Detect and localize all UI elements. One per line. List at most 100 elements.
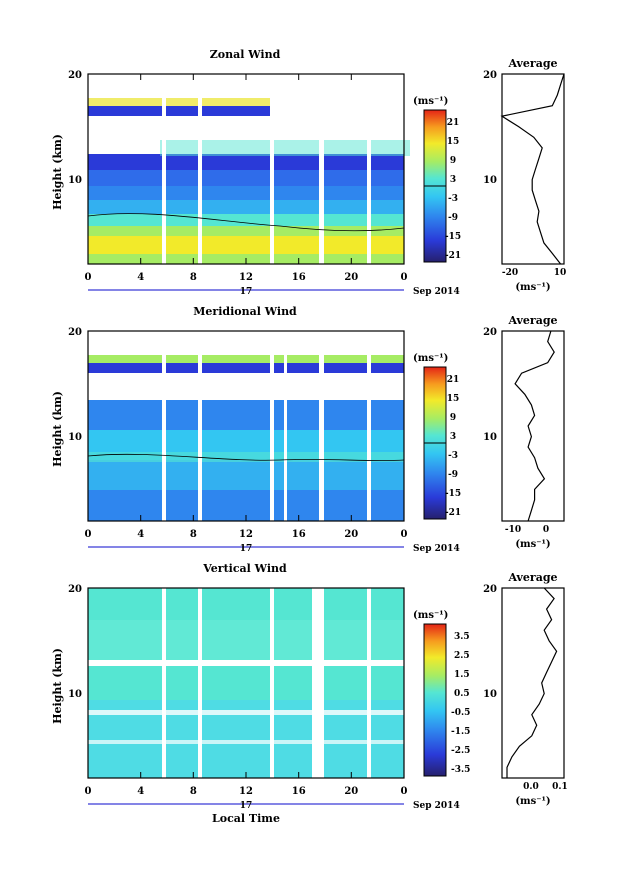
zonal-colorbar-unit: (ms⁻¹) — [413, 96, 448, 107]
vertical-x-ticks — [87, 772, 405, 778]
vertical-cbar-tick: 0.5 — [454, 689, 470, 699]
zonal-xtick-label: 20 — [344, 272, 358, 283]
vertical-profile-ytick: 10 — [483, 689, 497, 700]
meridional-date-label: Sep 2014 — [413, 544, 460, 554]
vertical-ytick-label: 10 — [68, 689, 82, 700]
zonal-xtick-label: 16 — [292, 272, 306, 283]
vertical-profile-xtick: 0.1 — [552, 782, 568, 792]
vertical-profile-title: Average — [507, 571, 557, 584]
vertical-cbar-tick: 1.5 — [454, 670, 470, 680]
vertical-colorbar — [423, 623, 447, 777]
meridional-cbar-tick: -21 — [445, 508, 461, 518]
meridional-profile-title: Average — [507, 314, 557, 327]
vertical-profile-line — [506, 587, 558, 778]
vertical-day-label: 17 — [240, 801, 253, 811]
zonal-profile-title: Average — [507, 57, 557, 70]
vertical-colorbar-unit: (ms⁻¹) — [413, 610, 448, 621]
meridional-xtick-label: 0 — [85, 529, 92, 540]
meridional-cbar-tick: -15 — [445, 489, 461, 499]
zonal-cbar-tick: -15 — [445, 232, 461, 242]
zonal-wind-title: Zonal Wind — [210, 48, 281, 61]
zonal-y-axis-label: Height (km) — [51, 134, 64, 210]
zonal-x-ticks — [87, 74, 405, 264]
vertical-profile-ytick: 20 — [483, 584, 497, 595]
vertical-xtick-label: 20 — [344, 786, 358, 797]
zonal-profile-line — [500, 73, 565, 265]
zonal-xtick-label: 4 — [137, 272, 144, 283]
meridional-xtick-label: 20 — [344, 529, 358, 540]
meridional-profile-xtick: -10 — [505, 525, 521, 535]
meridional-profile-ytick: 20 — [483, 327, 497, 338]
zonal-cbar-tick: 9 — [450, 156, 456, 166]
zonal-profile-unit: (ms⁻¹) — [515, 282, 550, 293]
meridional-xtick-label: 8 — [190, 529, 197, 540]
vertical-wind-title: Vertical Wind — [202, 562, 287, 575]
vertical-gaps — [162, 588, 371, 778]
vertical-heatmap — [88, 588, 404, 778]
zonal-date-label: Sep 2014 — [413, 287, 460, 297]
vertical-cbar-tick: 2.5 — [454, 651, 470, 661]
vertical-cbar-tick: 3.5 — [454, 632, 470, 642]
zonal-cbar-tick: -21 — [445, 251, 461, 261]
vertical-xtick-label: 16 — [292, 786, 306, 797]
zonal-ytick-label: 10 — [68, 175, 82, 186]
zonal-xtick-label: 0 — [85, 272, 92, 283]
zonal-cbar-tick: 3 — [450, 175, 456, 185]
vertical-ytick-label: 20 — [68, 584, 82, 595]
meridional-day-label: 17 — [240, 544, 253, 554]
zonal-day-label: 17 — [240, 287, 253, 297]
meridional-colorbar-unit: (ms⁻¹) — [413, 353, 448, 364]
meridional-profile-line — [514, 330, 555, 522]
vertical-profile-xtick: 0.0 — [523, 782, 539, 792]
vertical-profile-unit: (ms⁻¹) — [515, 796, 550, 807]
zonal-cbar-tick: 15 — [447, 137, 460, 147]
meridional-heatmap — [88, 331, 404, 521]
zonal-xtick-label: 0 — [401, 272, 408, 283]
vertical-xtick-label: 0 — [85, 786, 92, 797]
zonal-xtick-label: 8 — [190, 272, 197, 283]
meridional-y-axis-label: Height (km) — [51, 391, 64, 467]
meridional-ytick-label: 10 — [68, 432, 82, 443]
vertical-cbar-tick: -2.5 — [451, 746, 470, 756]
zonal-xtick-label: 12 — [239, 272, 253, 283]
zonal-profile-xtick: -20 — [502, 268, 518, 278]
meridional-profile-unit: (ms⁻¹) — [515, 539, 550, 550]
meridional-cbar-tick: -9 — [448, 470, 458, 480]
meridional-xtick-label: 16 — [292, 529, 306, 540]
vertical-cbar-tick: -3.5 — [451, 765, 470, 775]
meridional-ytick-label: 20 — [68, 327, 82, 338]
zonal-ytick-label: 20 — [68, 70, 82, 81]
zonal-gaps — [162, 74, 371, 264]
vertical-xtick-label: 8 — [190, 786, 197, 797]
meridional-gaps — [162, 331, 371, 521]
vertical-profile-frame — [501, 587, 565, 779]
meridional-profile-xtick: 0 — [543, 525, 549, 535]
meridional-wind-panel: Meridional Wind 0 4 — [51, 305, 565, 554]
local-time-xlabel: Local Time — [212, 812, 280, 825]
meridional-profile-frame — [501, 330, 565, 522]
meridional-x-ticks — [87, 515, 405, 521]
zonal-cbar-tick: -3 — [448, 194, 458, 204]
vertical-cbar-tick: -1.5 — [451, 727, 470, 737]
meridional-contour — [87, 453, 405, 461]
zonal-contour — [87, 213, 405, 232]
zonal-profile-xtick: 10 — [554, 268, 567, 278]
vertical-y-axis-label: Height (km) — [51, 648, 64, 724]
vertical-xtick-label: 12 — [239, 786, 253, 797]
meridional-cbar-tick: -3 — [448, 451, 458, 461]
vertical-xtick-label: 4 — [137, 786, 144, 797]
meridional-cbar-tick: 15 — [447, 394, 460, 404]
zonal-cbar-tick: -9 — [448, 213, 458, 223]
meridional-cbar-tick: 9 — [450, 413, 456, 423]
vertical-cbar-tick: -0.5 — [451, 708, 470, 718]
zonal-profile-frame — [501, 73, 565, 265]
zonal-wind-panel: Zonal Wind — [51, 48, 566, 297]
vertical-date-label: Sep 2014 — [413, 801, 460, 811]
meridional-cbar-tick: 3 — [450, 432, 456, 442]
zonal-profile-ytick: 20 — [483, 70, 497, 81]
zonal-cbar-tick: 21 — [447, 118, 460, 128]
meridional-xtick-label: 4 — [137, 529, 144, 540]
meridional-xtick-label: 0 — [401, 529, 408, 540]
vertical-wind-panel: Vertical Wind 0 4 8 12 16 20 0 — [51, 562, 568, 825]
